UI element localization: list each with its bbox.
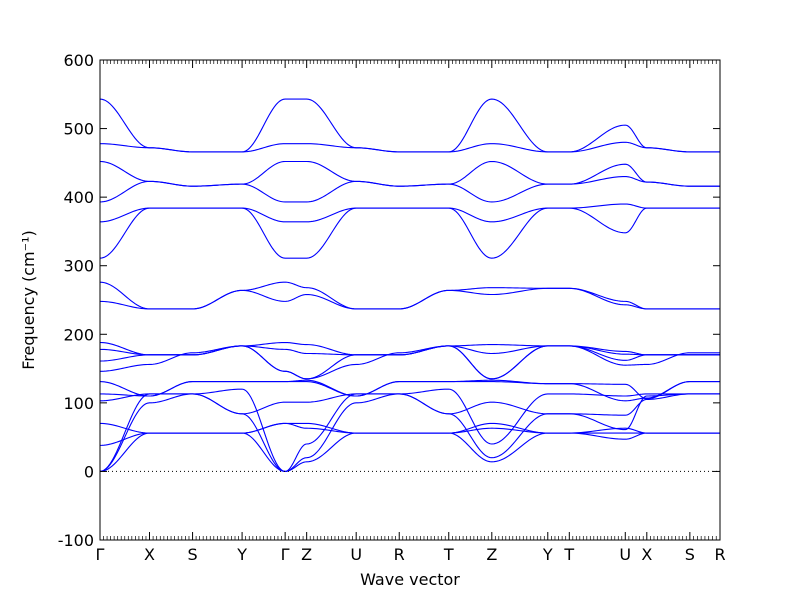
- minor-ticks-layer: [103, 60, 717, 540]
- x-tick-label: Y: [236, 545, 247, 564]
- x-tick-label: Z: [486, 545, 497, 564]
- band-line-13: [99, 287, 720, 310]
- band-line-1: [99, 432, 720, 472]
- y-tick-label: 400: [63, 188, 94, 207]
- x-tick-label: Z: [301, 545, 312, 564]
- y-tick-label: 200: [63, 325, 94, 344]
- y-tick-label: 600: [63, 51, 94, 70]
- band-line-14: [99, 281, 720, 310]
- y-tick-label: 500: [63, 120, 94, 139]
- band-line-15: [99, 207, 720, 259]
- band-line-4: [99, 422, 720, 446]
- y-tick-label: 300: [63, 257, 94, 276]
- x-tick-label: X: [144, 545, 155, 564]
- band-line-10: [99, 345, 720, 380]
- y-axis-label: Frequency (cm⁻¹): [19, 230, 38, 369]
- x-tick-label: R: [394, 545, 405, 564]
- y-tick-label: -100: [58, 531, 94, 550]
- x-tick-label: U: [350, 545, 362, 564]
- plot-frame: [99, 59, 721, 541]
- x-axis-label: Wave vector: [360, 570, 460, 589]
- y-tick-label: 100: [63, 394, 94, 413]
- band-line-17: [99, 176, 720, 203]
- y-tick-label: 0: [84, 462, 94, 481]
- x-tick-label: T: [563, 545, 574, 564]
- x-tick-label: Γ: [96, 545, 105, 564]
- band-line-20: [99, 98, 720, 153]
- band-line-8: [99, 379, 720, 400]
- x-tick-label: S: [187, 545, 197, 564]
- bands-layer: [99, 98, 720, 472]
- x-tick-label: X: [641, 545, 652, 564]
- band-line-5: [99, 422, 720, 434]
- x-tick-label: R: [714, 545, 725, 564]
- band-line-3: [99, 388, 720, 472]
- band-line-9: [99, 345, 720, 380]
- band-line-18: [99, 160, 720, 187]
- band-line-16: [99, 203, 720, 223]
- x-tick-label: Y: [542, 545, 553, 564]
- y-axis-ticks: -100 0 100 200 300 400 500 600: [58, 51, 720, 550]
- band-line-12: [99, 341, 720, 356]
- x-tick-label: T: [443, 545, 454, 564]
- x-tick-label: U: [619, 545, 631, 564]
- x-tick-label: S: [685, 545, 695, 564]
- x-tick-label: Γ: [281, 545, 290, 564]
- band-line-6: [99, 393, 720, 416]
- band-line-19: [99, 141, 720, 153]
